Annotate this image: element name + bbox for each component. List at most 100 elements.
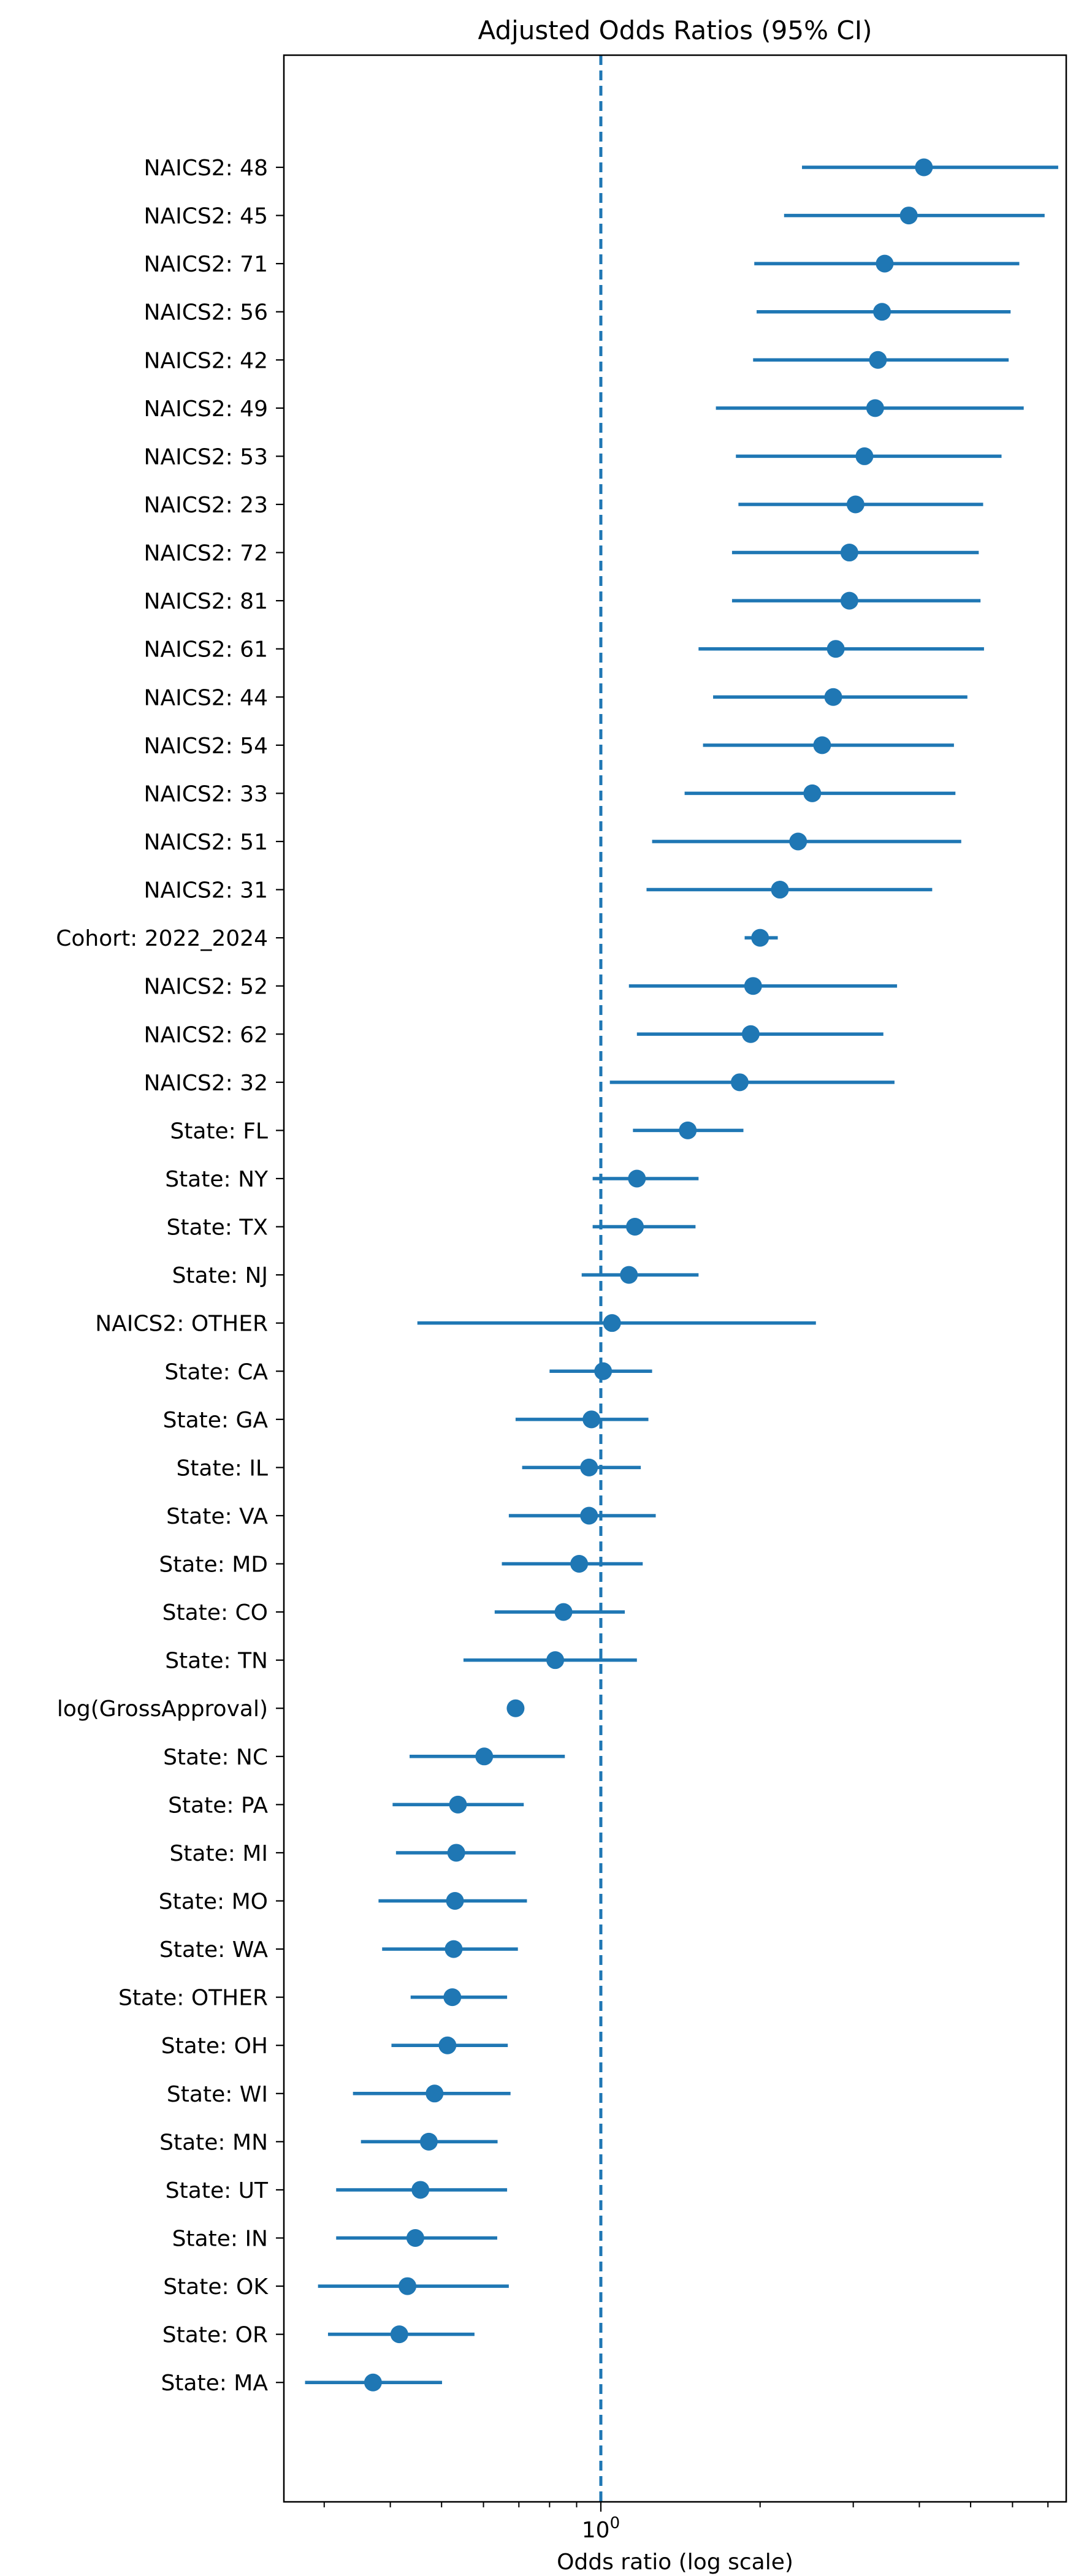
y-tick-label: NAICS2: 54 [144, 734, 268, 759]
y-tick-label: NAICS2: 42 [144, 348, 268, 373]
estimate-point [846, 495, 865, 514]
y-tick-label: NAICS2: 72 [144, 541, 268, 566]
y-tick-label: State: NC [163, 1745, 268, 1770]
y-tick-label: State: OH [161, 2034, 268, 2059]
estimate-point [813, 736, 831, 754]
estimate-point [679, 1121, 697, 1139]
y-tick-label: State: PA [168, 1793, 268, 1818]
y-tick-label: NAICS2: 32 [144, 1071, 268, 1096]
y-tick-label: State: WI [167, 2082, 268, 2107]
estimate-point [771, 881, 789, 899]
y-tick-label: State: UT [166, 2178, 269, 2203]
estimate-point [855, 447, 874, 465]
y-tick-label: NAICS2: 31 [144, 878, 268, 903]
estimate-point [546, 1651, 565, 1670]
estimate-point [803, 784, 822, 802]
estimate-point [406, 2229, 424, 2247]
y-tick-label: log(GrossApproval) [57, 1696, 268, 1722]
estimate-point [751, 929, 769, 947]
estimate-point [449, 1795, 467, 1814]
y-tick-label: Cohort: 2022_2024 [56, 926, 268, 951]
estimate-point [445, 1940, 463, 1958]
estimate-point [873, 303, 891, 321]
estimate-point [915, 158, 933, 177]
y-tick-label: State: OTHER [118, 1986, 268, 2011]
estimate-point [426, 2084, 444, 2103]
estimate-point [840, 591, 858, 610]
estimate-point [869, 351, 887, 369]
estimate-point [447, 1844, 465, 1862]
estimate-point [364, 2373, 382, 2392]
chart-title: Adjusted Odds Ratios (95% CI) [478, 15, 872, 45]
estimate-point [443, 1988, 462, 2007]
estimate-point [789, 832, 807, 851]
x-tick-label-exponent: 0 [610, 2514, 620, 2532]
estimate-point [866, 399, 884, 417]
estimate-point [628, 1169, 646, 1188]
y-tick-label: NAICS2: 45 [144, 204, 268, 229]
estimate-point [730, 1073, 749, 1092]
y-tick-label: NAICS2: 33 [144, 781, 268, 807]
estimate-point [580, 1458, 598, 1476]
y-tick-label: NAICS2: 51 [144, 830, 268, 855]
y-tick-label: State: MA [161, 2371, 268, 2396]
y-tick-label: NAICS2: 52 [144, 975, 268, 1000]
y-tick-label: State: OR [162, 2323, 268, 2348]
y-tick-label: NAICS2: 62 [144, 1022, 268, 1047]
y-tick-label: State: NJ [172, 1263, 268, 1288]
estimate-point [419, 2132, 438, 2151]
y-tick-label: NAICS2: OTHER [95, 1312, 268, 1337]
y-tick-label: NAICS2: 23 [144, 493, 268, 518]
estimate-point [580, 1506, 598, 1525]
y-tick-label: NAICS2: 81 [144, 589, 268, 614]
estimate-point [570, 1555, 589, 1573]
y-tick-label: State: TX [166, 1215, 268, 1241]
y-tick-label: State: TN [165, 1649, 268, 1674]
y-tick-label: State: MO [159, 1890, 268, 1915]
y-tick-label: NAICS2: 61 [144, 637, 268, 663]
estimate-point [554, 1603, 573, 1621]
y-tick-label: State: IN [172, 2227, 268, 2252]
y-tick-label: State: CO [162, 1600, 268, 1625]
y-tick-label: NAICS2: 71 [144, 252, 268, 277]
y-tick-label: NAICS2: 56 [144, 300, 268, 325]
estimate-point [446, 1892, 464, 1910]
y-tick-label: State: WA [159, 1937, 268, 1962]
estimate-point [399, 2277, 417, 2295]
estimate-point [899, 207, 918, 225]
y-tick-label: NAICS2: 49 [144, 397, 268, 422]
estimate-point [824, 688, 842, 706]
estimate-point [744, 977, 762, 995]
estimate-point [826, 640, 845, 658]
estimate-point [626, 1218, 644, 1236]
y-tick-label: NAICS2: 48 [144, 156, 268, 181]
estimate-point [582, 1410, 601, 1429]
estimate-point [876, 254, 894, 273]
y-tick-label: State: MI [169, 1841, 268, 1866]
y-tick-label: NAICS2: 53 [144, 444, 268, 469]
y-tick-label: State: GA [163, 1408, 269, 1433]
y-tick-label: State: VA [166, 1504, 268, 1529]
estimate-point [594, 1362, 613, 1380]
estimate-point [475, 1747, 494, 1766]
estimate-point [438, 2036, 457, 2054]
estimate-point [741, 1025, 760, 1043]
y-tick-label: State: CA [164, 1359, 268, 1385]
y-tick-label: State: MD [159, 1552, 268, 1578]
estimate-point [840, 544, 858, 562]
estimate-point [506, 1699, 525, 1717]
estimate-point [390, 2325, 408, 2344]
y-tick-label: State: FL [170, 1119, 268, 1144]
axes-frame [283, 54, 1067, 2503]
y-tick-label: State: MN [159, 2130, 268, 2155]
y-tick-label: State: OK [163, 2274, 269, 2300]
estimate-point [603, 1314, 621, 1332]
y-tick-label: NAICS2: 44 [144, 685, 268, 710]
estimate-point [411, 2181, 430, 2199]
estimate-point [620, 1266, 638, 1284]
y-tick-label: State: IL [176, 1456, 268, 1481]
